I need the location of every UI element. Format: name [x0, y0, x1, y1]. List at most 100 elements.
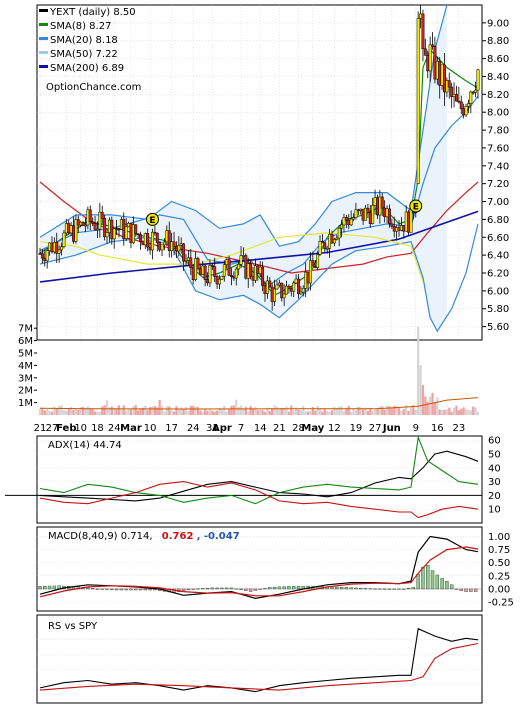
candle-body [38, 253, 42, 255]
price-tick-label: 6.20 [487, 269, 509, 280]
volume-bar [108, 407, 111, 415]
candle-body [155, 232, 159, 243]
macd-tick-label: 0.00 [488, 584, 510, 595]
volume-bar [292, 410, 295, 415]
macd-histogram-bar [268, 587, 272, 590]
candle-body [98, 211, 102, 230]
volume-bar [43, 410, 46, 415]
price-tick-label: 7.20 [487, 179, 509, 190]
candle-body [191, 267, 195, 280]
rs-panel: RS vs SPY [36, 614, 483, 704]
macd-histogram-bar [224, 587, 229, 590]
date-tick-label: 21 [34, 423, 47, 434]
date-tick-label: Jun [382, 423, 401, 434]
candle-body [299, 291, 303, 295]
candle-body [445, 80, 449, 93]
rs-gridlines [37, 639, 482, 685]
volume-bar [79, 407, 82, 415]
date-tick-label: 24 [187, 423, 200, 434]
candle-body [129, 223, 133, 243]
volume-bar [189, 405, 192, 415]
earnings-marker [409, 199, 423, 213]
candle-body [172, 241, 176, 247]
volume-bar [383, 409, 386, 415]
volume-bar [91, 408, 94, 415]
candle-body [395, 227, 399, 232]
price-tick-label: 8.60 [487, 54, 509, 65]
candle-body [213, 266, 217, 277]
candle-body [91, 221, 95, 224]
volume-bar [53, 406, 56, 415]
line-signal [39, 546, 479, 598]
rs-lines [39, 627, 479, 693]
macd-histogram-bar [95, 588, 100, 590]
candle-body [174, 246, 178, 252]
volume-bar [476, 411, 480, 415]
volume-bar [58, 405, 61, 415]
volume-bar [256, 410, 259, 415]
candle-body [203, 265, 207, 280]
candle-body [95, 228, 99, 231]
volume-bar [311, 406, 314, 415]
volume-bar [216, 410, 219, 415]
candle-body [76, 219, 80, 226]
legend-label: SMA(50) 7.22 [50, 49, 118, 60]
candle-body [215, 276, 219, 285]
candle-body [50, 242, 54, 253]
volume-bar [400, 410, 403, 415]
candle-body [244, 255, 248, 279]
volume-bar [227, 408, 231, 415]
volume-bar [469, 410, 472, 415]
candle-body [115, 228, 119, 230]
candle-body [124, 226, 128, 240]
candle-body [52, 241, 56, 253]
earnings-label: E [149, 216, 155, 226]
date-tick-label: May [301, 423, 324, 434]
candle-body [117, 228, 121, 231]
macd-histogram-bar [234, 588, 238, 590]
adx-axis-ticks: 10 20 30 40 50 60 [488, 436, 501, 516]
volume-bar [304, 411, 307, 415]
candle-body [127, 223, 131, 228]
price-tick-label: 6.40 [487, 251, 509, 262]
candle-body [471, 91, 475, 94]
candle-body [385, 208, 389, 218]
volume-bar [273, 405, 276, 415]
volume-bar [455, 405, 458, 415]
candle-body [112, 228, 116, 240]
volume-tick-label: 2M [18, 386, 33, 397]
volume-bar [464, 409, 468, 415]
volume-bar [419, 365, 422, 415]
volume-bar [330, 410, 334, 415]
candle-body [390, 223, 394, 227]
candle-body [84, 224, 87, 227]
volume-bar [302, 405, 305, 415]
macd-tick-label: 0.25 [488, 571, 510, 582]
candle-body [81, 221, 85, 226]
volume-bar [93, 411, 97, 415]
price-tick-label: 6.80 [487, 215, 509, 226]
volume-bar [38, 408, 42, 415]
date-tick-label: 7 [238, 423, 244, 434]
candle-body [64, 223, 68, 234]
macd-histogram-bar [411, 587, 416, 590]
macd-tick-label: 0.50 [488, 558, 510, 569]
candle-body [459, 101, 463, 110]
volume-bar [48, 410, 51, 415]
volume-bar [271, 407, 274, 415]
volume-bar [433, 403, 437, 415]
candle-body [275, 284, 279, 290]
candle-body [344, 217, 348, 221]
volume-bar [414, 410, 417, 415]
candle-body [316, 254, 320, 268]
volume-bar [134, 405, 137, 415]
volume-bar [211, 410, 214, 415]
candle-body [287, 285, 291, 289]
line-sma-20 [39, 95, 479, 288]
candle-body [297, 278, 300, 295]
earnings-label: E [413, 203, 419, 213]
candle-body [151, 231, 154, 251]
volume-bar [474, 407, 477, 415]
